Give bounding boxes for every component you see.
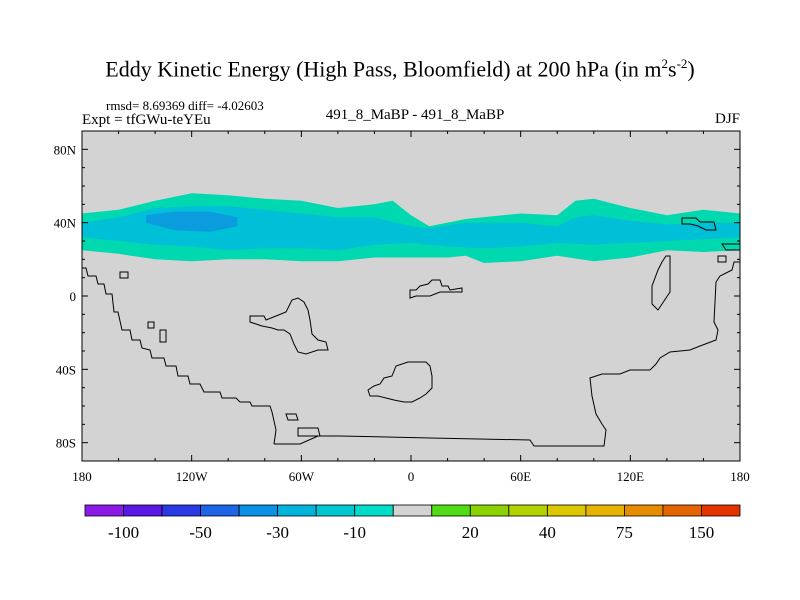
colorbar-label-3: -10 [343, 523, 366, 542]
x-tick-label-0: 180 [72, 469, 92, 484]
colorbar-swatch-13 [585, 504, 625, 517]
colorbar-label-7: 150 [689, 523, 715, 542]
rmsd-diff-text: rmsd= 8.69369 diff= -4.02603 [106, 98, 264, 113]
y-tick-label-4: 80S [56, 436, 76, 451]
colorbar-label-0: -100 [108, 523, 139, 542]
colorbar-swatch-9 [431, 504, 471, 517]
colorbar-label-1: -50 [189, 523, 212, 542]
colorbar-swatch-8 [392, 504, 433, 517]
experiment-label: Expt = tfGWu-teYEu [82, 112, 211, 128]
coastline-north-island [681, 217, 717, 231]
chart-title: Eddy Kinetic Energy (High Pass, Bloomfie… [105, 56, 695, 82]
colorbar-swatch-14 [624, 504, 664, 517]
colorbar-label-5: 40 [539, 523, 556, 542]
coastline-antarctica [274, 261, 740, 447]
colorbar: -100 -50 -30 -10 20 40 75 150 [84, 504, 741, 542]
colorbar-swatch-2 [161, 504, 201, 517]
field-band-2 [146, 211, 238, 232]
colorbar-swatch-4 [238, 504, 279, 517]
axes-layer: 80N 40N 0 40S 80S 180 120W 60W 0 60E 120E 180 [54, 130, 750, 484]
x-tick-label-6: 180 [730, 469, 750, 484]
colorbar-swatch-1 [123, 504, 163, 517]
x-tick-label-4: 60E [510, 469, 531, 484]
season-label: DJF [714, 111, 740, 127]
coastline-south-america [82, 267, 277, 445]
coastline-east-edge-2 [721, 243, 740, 251]
colorbar-swatch-10 [469, 504, 510, 517]
colorbar-swatch-5 [277, 504, 317, 517]
y-tick-label-2: 0 [70, 289, 77, 304]
x-tick-label-1: 120W [176, 469, 209, 484]
y-tick-label-0: 80N [54, 142, 77, 157]
colorbar-label-6: 75 [616, 523, 633, 542]
colorbar-swatch-11 [508, 504, 548, 517]
colorbar-label-4: 20 [462, 523, 479, 542]
colorbar-swatch-16 [701, 504, 741, 517]
colorbar-swatch-3 [200, 504, 240, 517]
colorbar-swatch-6 [315, 504, 356, 517]
colorbar-swatch-12 [546, 504, 587, 517]
coastline-southern-island [367, 361, 433, 403]
colorbar-label-2: -30 [266, 523, 289, 542]
x-tick-label-2: 60W [289, 469, 315, 484]
coastline-island-2 [147, 321, 155, 329]
plot-background [82, 131, 740, 461]
coastline-island-5 [297, 427, 321, 437]
case-label: 491_8_MaBP - 491_8_MaBP [325, 107, 505, 123]
coastline-island-6 [409, 279, 463, 299]
coastline-central-landmass [249, 297, 329, 355]
y-tick-label-1: 40N [54, 216, 77, 231]
coastline-island-4 [285, 413, 299, 421]
x-tick-label-3: 0 [408, 469, 415, 484]
coastline-layer [82, 217, 740, 447]
field-band-1 [82, 206, 740, 251]
coastline-east-landmass [651, 255, 671, 311]
y-tick-label-3: 40S [56, 362, 76, 377]
colorbar-swatch-7 [354, 504, 394, 517]
colorbar-swatch-15 [662, 504, 702, 517]
coastline-east-edge [717, 255, 727, 263]
coastline-island-1 [119, 271, 129, 279]
field-layer [82, 193, 740, 263]
x-tick-label-5: 120E [617, 469, 645, 484]
coastline-island-3 [159, 329, 167, 343]
colorbar-swatch-0 [84, 504, 124, 517]
